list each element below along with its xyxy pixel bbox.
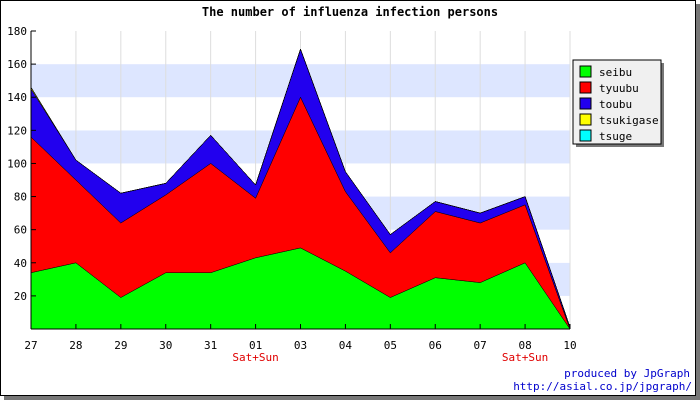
legend-label-tyuubu: tyuubu	[599, 82, 639, 95]
y-tick-label: 80	[14, 191, 27, 204]
chart-title: The number of influenza infection person…	[202, 5, 498, 19]
x-tick-label: 29	[114, 339, 127, 352]
legend-label-seibu: seibu	[599, 66, 632, 79]
y-tick-label: 140	[7, 91, 27, 104]
legend-label-tsukigase: tsukigase	[599, 114, 659, 127]
legend-label-toubu: toubu	[599, 98, 632, 111]
x-tick-label: 31	[204, 339, 217, 352]
y-axis-ticks: 20 40 60 80 100 120 140 160 180	[7, 25, 36, 303]
x-tick-sublabel: Sat+Sun	[232, 351, 278, 364]
x-tick-label: 08	[518, 339, 531, 352]
x-tick-label: 04	[339, 339, 353, 352]
y-tick-label: 180	[7, 25, 27, 38]
legend-swatch-toubu	[579, 97, 592, 110]
x-tick-label: 30	[159, 339, 172, 352]
area-series	[30, 48, 571, 330]
x-tick-label: 28	[69, 339, 82, 352]
x-tick-label: 10	[563, 339, 576, 352]
legend: seibu tyuubu toubu tsukigase tsuge	[572, 59, 664, 147]
legend-swatch-tsukigase	[579, 113, 592, 126]
legend-swatch-tyuubu	[579, 81, 592, 94]
credit-produced-by: produced by JpGraph	[564, 367, 690, 380]
y-tick-label: 100	[7, 157, 27, 170]
legend-label-tsuge: tsuge	[599, 130, 632, 143]
x-tick-label: 05	[384, 339, 397, 352]
x-tick-label: 07	[474, 339, 487, 352]
y-tick-label: 160	[7, 58, 27, 71]
x-tick-label: 06	[429, 339, 442, 352]
x-tick-label: 03	[294, 339, 307, 352]
legend-swatch-tsuge	[579, 129, 592, 142]
y-tick-label: 40	[14, 257, 27, 270]
x-tick-label: 27	[24, 339, 37, 352]
legend-swatch-seibu	[579, 65, 592, 78]
y-tick-label: 60	[14, 224, 27, 237]
credit-url[interactable]: http://asial.co.jp/jpgraph/	[513, 380, 692, 393]
y-tick-label: 120	[7, 124, 27, 137]
y-tick-label: 20	[14, 290, 27, 303]
x-tick-label: 01	[249, 339, 262, 352]
x-tick-sublabel: Sat+Sun	[502, 351, 548, 364]
